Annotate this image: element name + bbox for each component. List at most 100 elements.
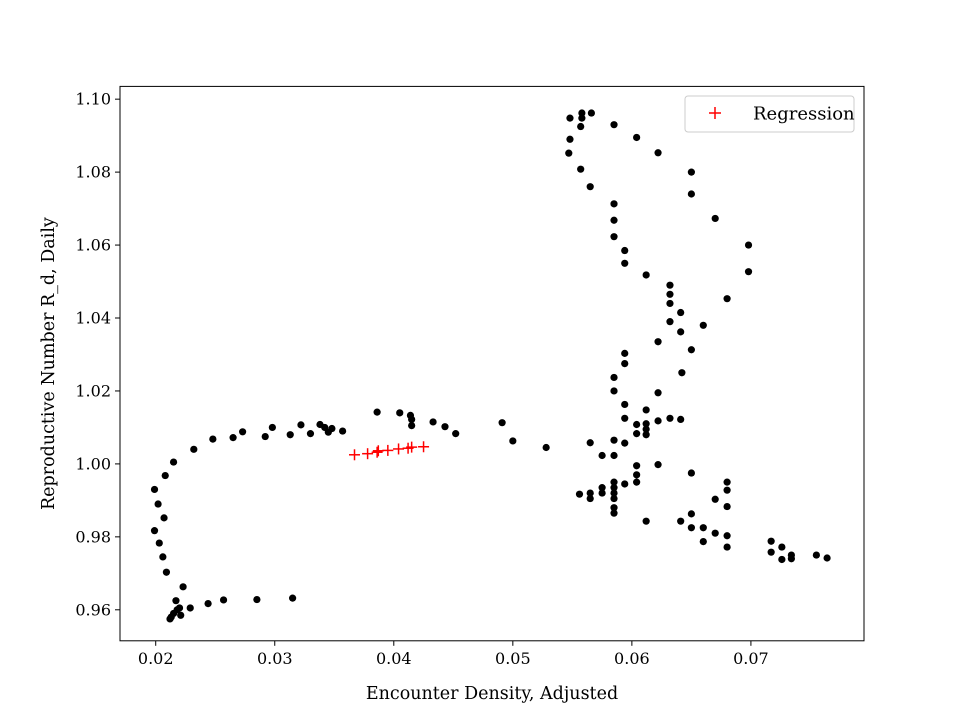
data-point (812, 551, 820, 559)
data-point (578, 114, 586, 122)
data-point (787, 555, 795, 563)
data-point (175, 604, 184, 612)
data-point (699, 537, 707, 546)
data-point (642, 431, 650, 439)
data-points (150, 109, 831, 623)
x-tick-label: 0.05 (495, 649, 531, 668)
data-point (396, 409, 404, 417)
y-axis-label: Reproductive Number R_d, Daily (39, 217, 59, 510)
data-point (654, 338, 662, 346)
x-tick-label: 0.04 (376, 649, 412, 668)
data-point (687, 510, 695, 518)
regression-point (393, 443, 405, 455)
data-point (687, 190, 695, 198)
data-point (286, 431, 294, 439)
data-point (687, 524, 695, 532)
data-point (578, 109, 586, 117)
data-point (441, 423, 449, 431)
data-point (621, 480, 629, 488)
data-point (778, 543, 786, 551)
data-point (268, 423, 276, 432)
data-point (297, 421, 305, 429)
data-point (778, 555, 786, 564)
data-point (598, 489, 606, 497)
data-point (204, 599, 212, 608)
data-point (408, 422, 416, 430)
data-point (542, 443, 550, 452)
data-point (219, 596, 228, 604)
data-point (373, 408, 381, 416)
data-point (633, 430, 641, 438)
data-point (687, 469, 695, 477)
data-point (306, 430, 315, 438)
data-point (586, 183, 594, 191)
data-point (666, 414, 674, 422)
data-point (610, 509, 618, 517)
data-point (150, 527, 159, 535)
data-point (699, 321, 707, 329)
data-point (666, 318, 674, 326)
data-point (610, 387, 618, 395)
y-tick-label: 1.06 (75, 236, 111, 255)
data-point (577, 165, 585, 173)
data-point (498, 419, 506, 427)
data-point (289, 594, 297, 602)
data-point (767, 537, 775, 545)
y-tick-label: 1.02 (75, 381, 111, 400)
data-point (169, 458, 178, 466)
data-point (621, 349, 629, 357)
data-point (723, 486, 731, 494)
regression-point (418, 441, 430, 453)
data-point (566, 114, 574, 122)
data-point (678, 369, 686, 377)
data-point (229, 434, 237, 442)
data-point (642, 271, 650, 279)
data-point (666, 290, 674, 298)
data-point (723, 478, 731, 486)
data-point (161, 471, 169, 480)
data-point (160, 514, 168, 522)
data-point (586, 494, 594, 503)
x-axis: 0.02 0.03 0.04 0.05 0.06 0.07 (138, 640, 769, 668)
data-point (711, 529, 719, 537)
data-point (190, 445, 198, 453)
data-point (209, 435, 217, 443)
data-point (565, 149, 573, 157)
data-point (621, 414, 629, 422)
data-point (610, 436, 618, 444)
data-point (723, 543, 731, 551)
data-point (408, 415, 416, 424)
data-point (677, 328, 685, 336)
data-point (823, 554, 831, 562)
data-point (621, 439, 629, 447)
data-point (699, 524, 707, 532)
regression-point (362, 448, 374, 460)
data-point (179, 583, 187, 591)
y-tick-label: 1.10 (75, 90, 111, 109)
data-point (654, 417, 662, 425)
data-point (598, 484, 606, 492)
data-point (239, 428, 247, 436)
data-point (711, 214, 719, 223)
data-point (642, 425, 650, 433)
data-point (610, 489, 618, 497)
data-point (744, 268, 753, 276)
data-point (610, 121, 618, 129)
data-point (666, 299, 674, 308)
x-tick-label: 0.07 (733, 649, 769, 668)
plot-frame (119, 85, 865, 642)
data-point (711, 495, 719, 503)
data-point (586, 489, 594, 497)
data-point (610, 233, 618, 241)
data-point (162, 568, 171, 576)
legend-marker-regression (709, 107, 721, 119)
data-point (767, 548, 775, 556)
data-point (621, 246, 629, 255)
regression-point (382, 444, 394, 456)
data-point (610, 484, 618, 492)
data-point (687, 346, 695, 354)
data-point (633, 133, 641, 142)
y-axis: 0.96 0.98 1.00 1.02 1.04 1.06 1.08 1.10 (75, 90, 120, 619)
data-point (723, 502, 731, 511)
